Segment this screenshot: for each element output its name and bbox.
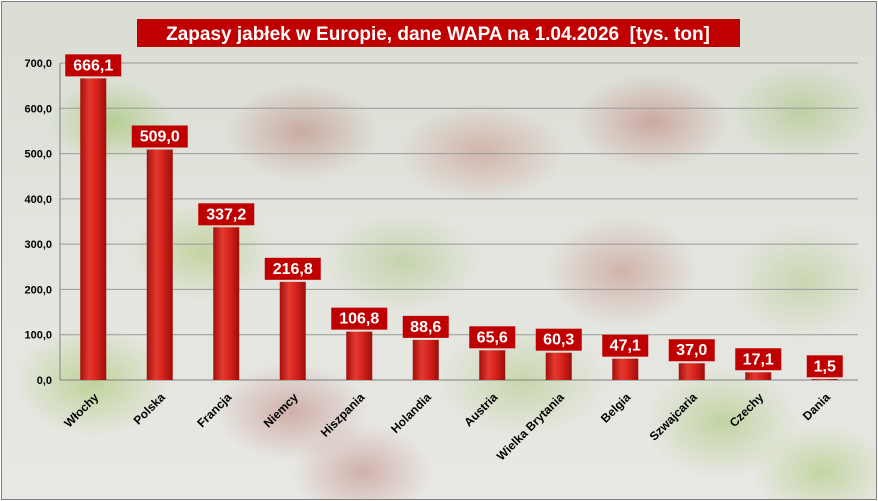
chart-title-background	[137, 19, 740, 47]
data-label: 65,6	[477, 329, 508, 346]
x-tick-label: Polska	[131, 390, 168, 427]
x-tick-label: Niemcy	[261, 390, 301, 430]
data-label: 60,3	[543, 332, 574, 349]
data-label-background	[806, 355, 843, 378]
data-label-background	[198, 203, 255, 226]
data-label: 666,1	[73, 57, 113, 74]
data-label: 106,8	[339, 311, 379, 328]
x-tick-label: Holandia	[388, 390, 434, 436]
data-label: 1,5	[814, 358, 836, 375]
data-label: 17,1	[743, 351, 774, 368]
data-label: 37,0	[676, 342, 707, 359]
bar	[479, 350, 506, 380]
x-tick-label: Austria	[461, 390, 500, 429]
bar	[612, 358, 639, 380]
bar	[545, 352, 572, 380]
y-tick-label: 300,0	[24, 239, 52, 251]
bar	[279, 281, 306, 380]
data-label-background	[735, 348, 782, 371]
data-label: 509,0	[140, 128, 180, 145]
bar	[146, 149, 173, 380]
y-tick-label: 0,0	[37, 375, 52, 387]
y-tick-label: 400,0	[24, 194, 52, 206]
bar	[745, 372, 772, 380]
y-tick-label: 500,0	[24, 149, 52, 161]
y-tick-label: 600,0	[24, 103, 52, 115]
data-label-background	[402, 315, 449, 338]
y-tick-label: 200,0	[24, 284, 52, 296]
data-label-background	[602, 334, 649, 357]
x-tick-label: Włochy	[61, 390, 101, 430]
data-label-background	[264, 257, 321, 280]
data-label: 216,8	[273, 261, 313, 278]
x-tick-label: Dania	[800, 390, 833, 423]
bar	[678, 363, 705, 380]
data-label-background	[535, 328, 582, 351]
chart-title: Zapasy jabłek w Europie, dane WAPA na 1.…	[166, 24, 710, 45]
bar	[213, 227, 240, 380]
x-tick-label: Wielka Brytania	[494, 390, 567, 463]
x-tick-label: Czechy	[727, 390, 767, 430]
x-tick-label: Francja	[194, 390, 234, 430]
y-tick-label: 100,0	[24, 330, 52, 342]
bar	[346, 331, 373, 380]
bar	[80, 78, 107, 380]
x-tick-label: Belgia	[598, 390, 634, 426]
data-label-background	[331, 307, 388, 330]
x-tick-label: Hiszpania	[318, 390, 368, 440]
bar	[811, 379, 838, 380]
data-label-background	[469, 326, 516, 349]
data-label: 47,1	[610, 338, 641, 355]
data-label-background	[65, 54, 122, 77]
data-label: 337,2	[206, 206, 246, 223]
data-label-background	[131, 125, 188, 148]
data-label-background	[668, 339, 715, 362]
bar	[412, 339, 439, 380]
data-label: 88,6	[410, 319, 441, 336]
y-tick-label: 700,0	[24, 58, 52, 70]
x-tick-label: Szwajcaria	[647, 390, 701, 444]
